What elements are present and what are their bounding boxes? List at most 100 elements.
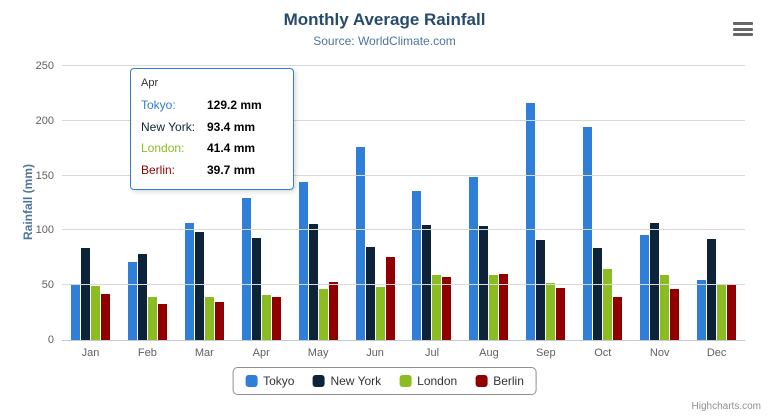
legend-item-tokyo[interactable]: Tokyo (245, 374, 294, 388)
bar-group-aug (460, 66, 517, 340)
bar-london-dec[interactable] (717, 283, 727, 340)
bar-tokyo-nov[interactable] (640, 235, 650, 340)
x-axis-label-aug: Aug (479, 347, 499, 359)
bar-berlin-dec[interactable] (727, 284, 737, 340)
bar-london-apr[interactable] (261, 294, 271, 340)
bar-new-york-jan[interactable] (80, 248, 90, 340)
bar-berlin-mar[interactable] (214, 302, 224, 340)
x-axis-label-jul: Jul (424, 347, 440, 359)
bar-new-york-feb[interactable] (137, 253, 147, 340)
bar-berlin-nov[interactable] (670, 288, 680, 340)
bar-tokyo-jul[interactable] (412, 191, 422, 340)
bar-london-jan[interactable] (90, 286, 100, 340)
legend: Tokyo New York London Berlin (232, 367, 537, 395)
bar-new-york-may[interactable] (308, 223, 318, 340)
x-axis-label-jan: Jan (81, 347, 100, 359)
gridline (62, 65, 745, 66)
bar-new-york-mar[interactable] (194, 232, 204, 340)
bar-new-york-apr[interactable] (251, 237, 261, 340)
legend-label: Tokyo (263, 374, 295, 388)
bar-group-apr (233, 66, 290, 340)
legend-symbol-new-york (312, 375, 325, 387)
bar-london-sep[interactable] (546, 282, 556, 340)
bar-new-york-dec[interactable] (707, 238, 717, 340)
bar-london-aug[interactable] (489, 274, 499, 340)
bar-tokyo-mar[interactable] (184, 223, 194, 340)
bar-group-sep (517, 66, 574, 340)
bar-london-jun[interactable] (375, 287, 385, 340)
burger-line (733, 22, 753, 25)
y-axis-tick-label: 0 (47, 334, 54, 346)
bar-tokyo-dec[interactable] (697, 280, 707, 340)
bar-berlin-oct[interactable] (613, 297, 623, 340)
gridline (62, 119, 745, 121)
legend-label: London (417, 374, 458, 388)
bar-group-jun (347, 66, 404, 340)
burger-line (733, 33, 753, 36)
bar-tokyo-jun[interactable] (355, 147, 365, 340)
bar-new-york-aug[interactable] (479, 225, 489, 340)
bar-tokyo-aug[interactable] (469, 177, 479, 340)
bar-tokyo-oct[interactable] (583, 127, 593, 340)
x-axis-label-dec: Dec (706, 347, 727, 359)
bar-new-york-jul[interactable] (422, 224, 432, 340)
bar-new-york-jun[interactable] (365, 247, 375, 340)
gridline (62, 284, 745, 286)
credits-link[interactable]: Highcharts.com (691, 401, 761, 412)
x-axis-label-may: May (307, 347, 329, 359)
bar-berlin-jul[interactable] (442, 277, 452, 340)
y-axis-labels: 0 50 100 150 200 250 (0, 60, 54, 346)
legend-symbol-berlin (475, 375, 488, 387)
bar-tokyo-jan[interactable] (70, 285, 80, 340)
bar-berlin-jan[interactable] (100, 293, 110, 340)
bar-berlin-may[interactable] (328, 282, 338, 340)
bar-new-york-oct[interactable] (593, 248, 603, 340)
y-axis-tick-label: 200 (35, 114, 54, 127)
bar-london-may[interactable] (318, 288, 328, 340)
bar-tokyo-may[interactable] (298, 182, 308, 340)
bar-group-feb (119, 66, 176, 340)
bar-berlin-aug[interactable] (499, 273, 509, 340)
bar-berlin-feb[interactable] (157, 303, 167, 340)
legend-item-london[interactable]: London (399, 374, 457, 388)
chart-title: Monthly Average Rainfall (283, 10, 486, 29)
gridline (62, 229, 745, 231)
legend-symbol-london (399, 375, 412, 387)
bar-new-york-nov[interactable] (650, 223, 660, 340)
bar-group-mar (176, 66, 233, 340)
y-axis-tick-label: 150 (35, 169, 54, 182)
legend-item-new-york[interactable]: New York (312, 374, 381, 388)
bar-tokyo-sep[interactable] (526, 102, 536, 340)
y-axis-tick-label: 50 (41, 279, 54, 292)
bar-london-jul[interactable] (432, 275, 442, 340)
gridline (62, 174, 745, 176)
y-axis-tick-label: 100 (35, 224, 54, 237)
legend-symbol-tokyo (245, 375, 258, 387)
bar-new-york-sep[interactable] (536, 240, 546, 340)
x-axis-label-nov: Nov (649, 347, 670, 359)
bar-tokyo-apr[interactable] (241, 198, 251, 340)
x-axis-label-feb: Feb (137, 347, 157, 359)
bar-group-jul (404, 66, 461, 340)
chart-subtitle: Source: WorldClimate.com (313, 34, 456, 48)
bar-london-oct[interactable] (603, 268, 613, 340)
legend-item-berlin[interactable]: Berlin (475, 374, 524, 388)
bar-berlin-apr[interactable] (271, 296, 281, 340)
burger-line (733, 27, 753, 31)
bar-berlin-sep[interactable] (556, 287, 566, 340)
y-axis-tick-label: 250 (35, 60, 54, 72)
plot-area (62, 65, 745, 341)
bar-berlin-jun[interactable] (385, 257, 395, 340)
bar-london-mar[interactable] (204, 296, 214, 340)
bar-tokyo-feb[interactable] (127, 261, 137, 340)
bar-london-feb[interactable] (147, 297, 157, 340)
x-axis-label-oct: Oct (594, 347, 612, 359)
context-menu-icon[interactable] (733, 22, 753, 36)
bar-group-nov (631, 66, 688, 340)
bar-london-nov[interactable] (660, 275, 670, 340)
x-axis-labels: Jan Feb Mar Apr May Jun Jul Aug Sep Oct Nov Dec (62, 347, 745, 359)
x-axis-label-mar: Mar (194, 347, 214, 359)
legend-label: Berlin (493, 374, 524, 388)
bar-group-dec (688, 66, 745, 340)
